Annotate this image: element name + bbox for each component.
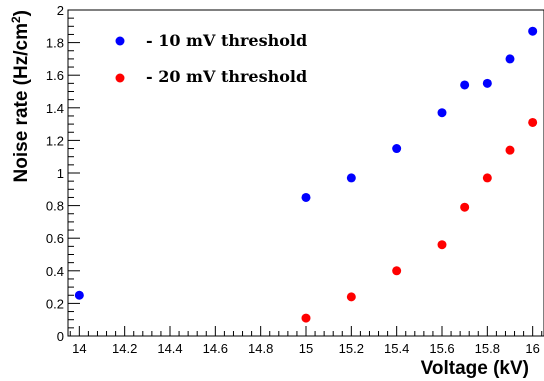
data-point-series-1 [346,173,356,183]
y-axis-title-close: ) [11,10,32,16]
x-axis-title: Voltage (kV) [421,358,529,379]
x-tick-label: 14.8 [248,341,273,356]
y-tick-label: 1.8 [46,36,64,51]
data-point-series-2 [346,292,356,302]
x-tick-label: 15 [299,341,313,356]
y-axis-title: Noise rate (Hz/cm2) [9,10,32,182]
x-axis: 14 14.2 14.4 14.6 14.8 15 15.2 15.4 15.6 15.8 16 [69,326,543,356]
y-axis-title-sup: 2 [9,16,23,23]
x-tick-label: 15.6 [429,341,454,356]
data-point-series-2 [392,266,402,276]
y-axis: 0 0.2 0.4 0.6 0.8 1 1.2 1.4 1.6 1.8 2 [46,3,80,344]
y-tick-label: 0.2 [46,296,64,311]
data-point-series-1 [392,144,402,154]
data-point-series-1 [482,78,492,88]
x-tick-label: 15.2 [339,341,364,356]
y-tick-label: 0.6 [46,231,64,246]
legend-marker-10mv [115,36,125,46]
x-tick-label: 15.8 [475,341,500,356]
y-tick-label: 2 [57,3,64,18]
x-tick-label: 14.2 [112,341,137,356]
data-point-series-2 [482,173,492,183]
x-tick-label: 14.6 [203,341,228,356]
legend-label-20mv: - 20 mV threshold [146,67,307,86]
x-tick-label: 14.4 [157,341,182,356]
data-point-series-1 [74,290,84,300]
data-point-series-1 [505,54,515,64]
legend-label-10mv: - 10 mV threshold [146,31,307,50]
y-tick-label: 1.6 [46,68,64,83]
data-point-series-2 [301,313,311,323]
y-tick-label: 0 [57,329,64,344]
y-tick-label: 1.2 [46,133,64,148]
y-tick-label: 1.4 [46,101,64,116]
data-point-series-2 [460,202,470,212]
data-point-series-2 [437,240,447,250]
data-point-series-1 [301,192,311,202]
y-tick-label: 1 [57,166,64,181]
x-tick-label: 16 [525,341,539,356]
legend-marker-20mv [115,73,125,83]
legend: - 10 mV threshold - 20 mV threshold [115,31,307,86]
data-point-series-1 [437,108,447,118]
y-tick-label: 0.8 [46,199,64,214]
data-point-series-2 [528,117,538,127]
data-point-series-1 [528,26,538,36]
data-point-series-2 [505,145,515,155]
data-points [74,26,538,323]
plot-frame [67,9,544,337]
x-tick-label: 14 [72,341,86,356]
y-axis-title-main: Noise rate (Hz/cm [11,23,32,182]
x-tick-label: 15.4 [384,341,409,356]
data-point-series-1 [460,80,470,90]
y-tick-label: 0.4 [46,264,64,279]
